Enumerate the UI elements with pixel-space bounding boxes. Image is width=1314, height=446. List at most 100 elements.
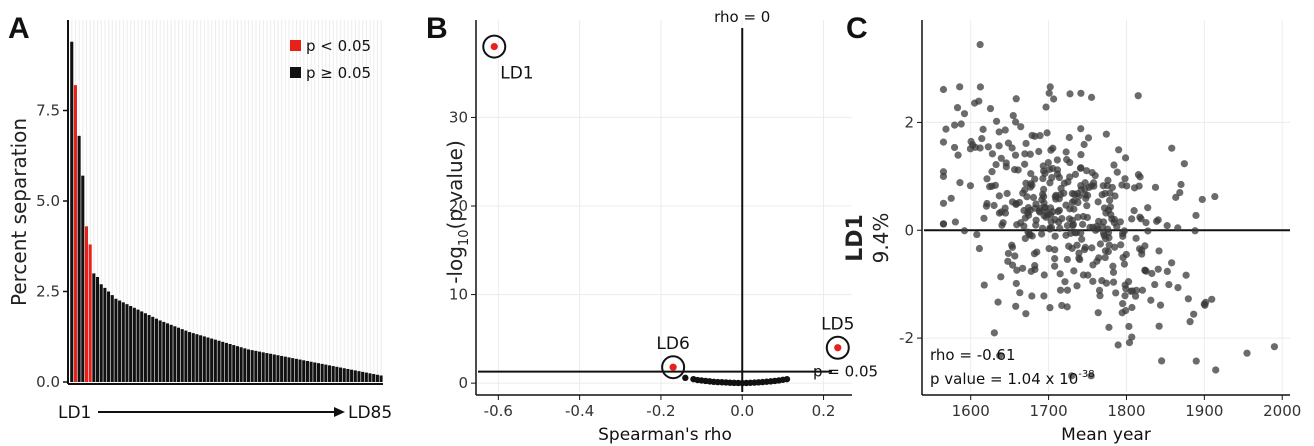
panel-c-point (1063, 303, 1071, 311)
panel-a-bar (243, 348, 247, 382)
panel-c-point (995, 142, 1003, 150)
panel-c-point (1128, 303, 1136, 312)
panel-a-bars (70, 41, 383, 382)
panel-c-point (1028, 181, 1036, 189)
panel-c-point (1155, 247, 1163, 255)
panel-b-highlight-ring (482, 34, 507, 59)
panel-c-point (1023, 193, 1031, 201)
panel-a-bar (162, 321, 166, 382)
panel-c-point (951, 218, 960, 226)
panel-c-point (975, 244, 984, 253)
panel-c-point (1112, 289, 1120, 297)
panel-a-bar (107, 291, 111, 382)
panel-a-y-tick-label: 7.5 (36, 102, 60, 120)
panel-c-point (1096, 240, 1104, 248)
panel-c-point (1105, 234, 1113, 242)
panel-b-highlight-label: LD5 (821, 315, 854, 335)
panel-a-bar (125, 304, 129, 382)
panel-b-x-label: Spearman's rho (598, 425, 732, 445)
panel-a-bar (346, 368, 350, 382)
panel-c-point (1070, 267, 1078, 275)
panel-c-point (1026, 150, 1034, 158)
panel-a-bar (92, 273, 96, 382)
panel-c-point (1068, 198, 1076, 206)
panel-b-x-tick-label: -0.4 (565, 402, 594, 420)
panel-a-bar (191, 333, 195, 382)
panel-a-bar (327, 365, 332, 382)
panel-a-bar (173, 326, 177, 382)
panel-c-point (1115, 146, 1123, 154)
panel-c-point (1095, 286, 1104, 294)
legend-swatch-nonsignificant (290, 67, 301, 78)
panel-b-y-tick-label: 10 (449, 286, 468, 304)
panel-c-point (1066, 205, 1074, 213)
panel-c-point (1038, 196, 1046, 204)
panel-b-rho-zero-label: rho = 0 (714, 8, 770, 26)
panel-c-point (1077, 186, 1085, 194)
panel-c-point (1067, 229, 1075, 237)
panel-c-point (1022, 179, 1030, 187)
panel-c-point (1163, 267, 1171, 276)
panel-c-points (939, 40, 1279, 380)
panel-c-point (1089, 277, 1097, 285)
panel-a-bar (372, 374, 376, 382)
panel-a-bar (121, 302, 125, 382)
panel-c-point (1013, 266, 1021, 274)
panel-c-point (1017, 123, 1025, 131)
panel-c-point (960, 227, 969, 235)
panel-letter-a: A (8, 12, 30, 45)
panel-c-point (1147, 296, 1155, 304)
panel-b-x-tick-label: -0.6 (484, 402, 513, 420)
panel-c-point (1040, 292, 1048, 300)
panel-a-bar (199, 335, 203, 382)
panel-c-point (1172, 193, 1180, 201)
panel-a-bar (99, 284, 103, 382)
panel-a-bar (77, 135, 81, 382)
panel-b-pvalue-label: p = 0.05 (813, 363, 878, 381)
panel-c-point (1117, 241, 1125, 249)
panel-c-point (988, 150, 997, 158)
panel-c-point (1154, 265, 1162, 273)
panel-c-point (976, 83, 984, 91)
panel-a-bar (132, 307, 136, 382)
panel-c-point (1110, 161, 1118, 169)
panel-c-point (1084, 271, 1092, 279)
panel-a-bar (316, 363, 320, 382)
panel-a-x-start-label: LD1 (58, 403, 91, 423)
panel-c-point (1065, 133, 1073, 142)
panel-c-point (1141, 266, 1149, 275)
panel-c-point (1004, 139, 1013, 147)
panel-a-bar (269, 353, 273, 382)
panel-a-bar (81, 175, 85, 382)
panel-c-point (1021, 160, 1029, 168)
panel-c-point (1138, 286, 1147, 294)
panel-c-point (1109, 262, 1117, 270)
panel-b-point (783, 375, 791, 383)
panel-c-point (1031, 175, 1039, 183)
panel-c-point (1053, 166, 1062, 174)
panel-c-point (1004, 249, 1012, 258)
panel-c-point (1051, 254, 1059, 263)
panel-a-bar (276, 355, 280, 382)
panel-c-point (1051, 193, 1059, 201)
panel-c-point (1083, 191, 1092, 199)
panel-a-bar (228, 343, 232, 382)
panel-a-bar (217, 340, 221, 382)
panel-c-point (978, 135, 986, 143)
panel-c-point (1046, 83, 1054, 91)
panel-c-point (956, 179, 964, 187)
panel-c-point (1084, 134, 1093, 142)
panel-a-bar (250, 350, 254, 382)
panel-c-point (1032, 221, 1040, 229)
panel-c-point (998, 221, 1006, 229)
panel-c-point (1176, 188, 1184, 197)
panel-a-bar (309, 361, 313, 382)
panel-c-point (967, 137, 975, 146)
panel-c-point (1192, 211, 1200, 220)
panel-c-point (1096, 292, 1104, 300)
panel-c-point (1198, 195, 1206, 204)
panel-c-point (996, 351, 1004, 360)
panel-a-bar (202, 336, 206, 382)
panel-c-point (1068, 216, 1077, 224)
